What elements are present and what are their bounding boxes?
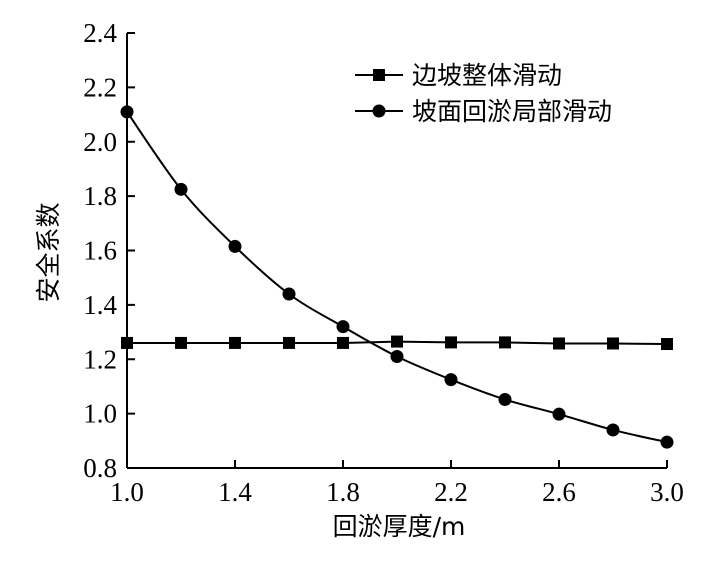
data-point [444,373,458,387]
x-tick-label: 1.0 [110,477,144,507]
data-point [337,336,349,349]
data-point [552,407,566,421]
data-point [661,338,673,351]
y-axis-title: 安全系数 [34,202,63,302]
data-point [175,336,187,349]
data-point [499,336,511,349]
x-tick-label: 2.2 [434,477,468,507]
data-point [174,182,188,196]
y-tick-label: 2.0 [83,127,117,157]
data-point [336,320,350,334]
data-point [553,337,565,350]
legend-marker [373,69,385,81]
y-tick-label: 2.2 [83,72,117,102]
y-tick-label: 1.4 [83,290,117,320]
data-point [390,350,404,364]
y-tick-label: 1.8 [83,181,117,211]
legend-label: 坡面回淤局部滑动 [412,97,612,126]
legend-marker [372,104,386,118]
data-point [228,239,242,253]
series-square [121,335,673,351]
data-point [229,336,241,349]
series-layer [120,105,674,449]
legend-item: 边坡整体滑动 [355,61,562,90]
x-tick-label: 1.8 [326,477,360,507]
y-tick-label: 2.4 [83,18,117,48]
data-point [391,335,403,348]
y-tick-label: 0.8 [83,453,117,483]
data-point [660,435,674,449]
legend-label: 边坡整体滑动 [412,61,562,90]
x-tick-label: 2.6 [542,477,576,507]
series-line [126,111,668,444]
data-point [607,337,619,350]
data-point [445,336,457,349]
data-point [606,423,620,437]
y-tick-label: 1.2 [83,344,117,374]
legend-item: 坡面回淤局部滑动 [355,97,612,126]
data-point [498,392,512,406]
x-tick-label: 3.0 [650,477,684,507]
x-axis-title: 回淤厚度/m [333,512,466,541]
data-point [121,336,133,349]
data-point [120,105,134,119]
data-point [282,287,296,301]
y-tick-label: 1.6 [83,236,117,266]
x-tick-label: 1.4 [218,477,252,507]
axes: 0.81.01.21.41.61.82.02.22.41.0 1.4 1.8 2.2 2… [83,18,684,507]
data-point [283,336,295,349]
series-circle [120,105,674,449]
y-tick-label: 1.0 [83,399,117,429]
